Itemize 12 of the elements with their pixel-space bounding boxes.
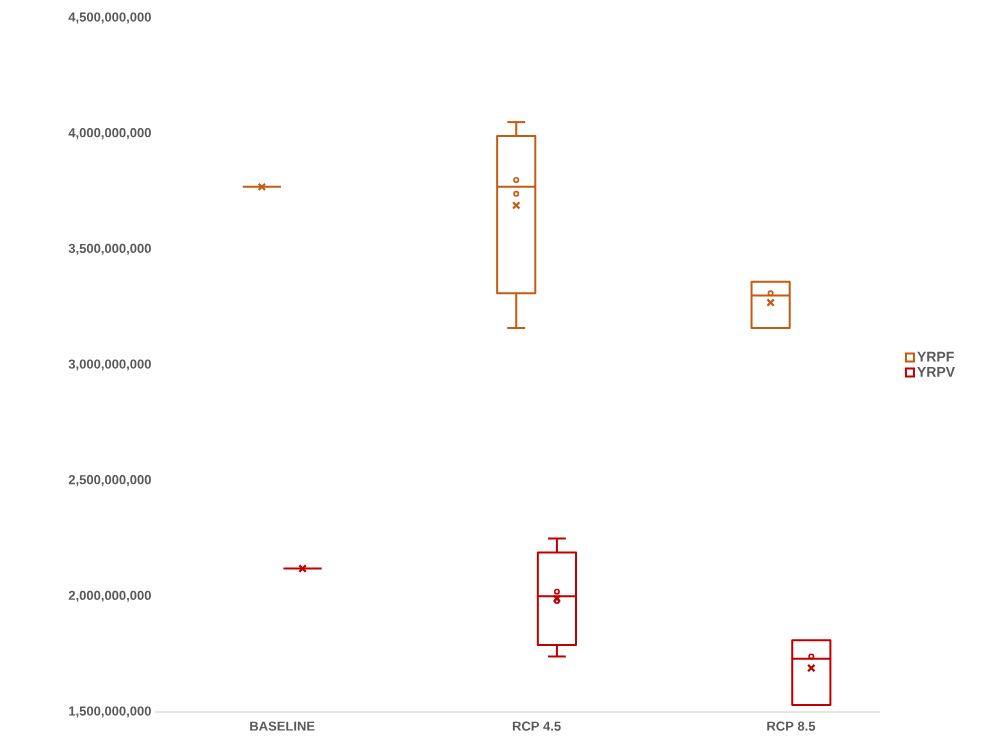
x-tick-label: BASELINE [250,721,315,731]
x-tick-label: RCP 4.5 [512,721,561,731]
legend-label: YRPV [917,367,955,377]
y-tick-label: 4,500,000,000 [68,12,151,24]
y-tick-label: 2,000,000,000 [68,590,151,602]
x-tick-label: RCP 8.5 [767,721,816,731]
legend-label: YRPF [917,351,954,362]
y-tick-label: 2,500,000,000 [68,475,151,487]
y-tick-label: 1,500,000,000 [69,706,151,718]
y-tick-label: 4,000,000,000 [68,128,151,140]
y-tick-label: 3,500,000,000 [68,243,151,255]
y-tick-label: 3,000,000,000 [68,359,151,371]
